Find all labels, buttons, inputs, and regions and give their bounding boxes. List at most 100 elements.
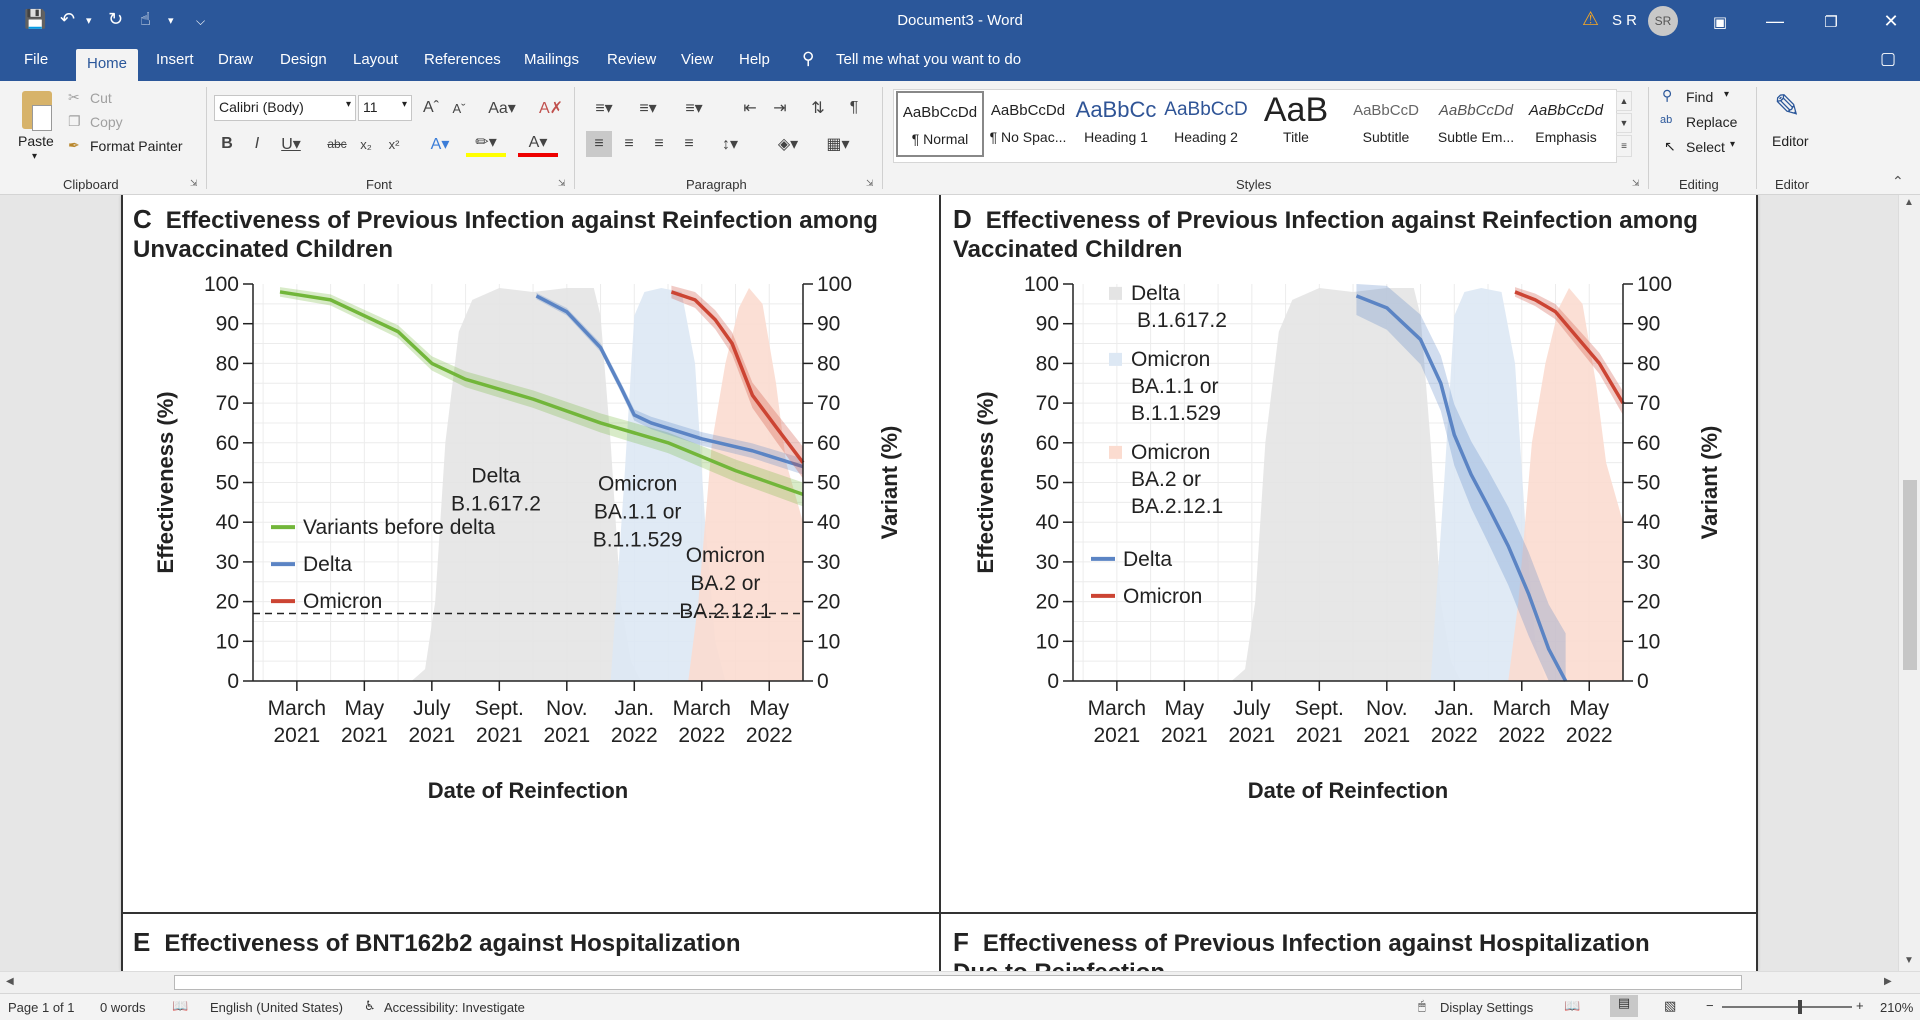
page-count[interactable]: Page 1 of 1 xyxy=(8,1000,75,1015)
undo-dropdown-icon[interactable]: ▾ xyxy=(86,15,92,27)
tab-mailings[interactable]: Mailings xyxy=(524,51,580,68)
format-painter-icon[interactable]: ✒ xyxy=(68,137,80,153)
underline-icon[interactable]: U▾ xyxy=(281,136,301,153)
user-name[interactable]: S R xyxy=(1612,12,1638,29)
vertical-scrollbar[interactable]: ▲ ▼ xyxy=(1898,195,1920,971)
tab-file[interactable]: File xyxy=(24,51,49,68)
find-icon[interactable]: ⚲ xyxy=(1662,87,1673,103)
numbering-icon[interactable]: ≡▾ xyxy=(639,100,657,117)
style-no-spacing[interactable]: AaBbCcDd ¶ No Spac... xyxy=(984,91,1072,157)
editor-icon[interactable]: ✎ xyxy=(1774,88,1801,124)
horizontal-scrollbar[interactable]: ◀ ▶ xyxy=(0,971,1920,993)
clipboard-launcher-icon[interactable]: ⇲ xyxy=(190,178,198,188)
shrink-font-icon[interactable]: Aˇ xyxy=(452,100,466,116)
style-subtle-emphasis[interactable]: AaBbCcDd Subtle Em... xyxy=(1432,91,1520,157)
tab-design[interactable]: Design xyxy=(280,51,327,68)
subscript-icon[interactable]: x₂ xyxy=(360,136,372,152)
italic-icon[interactable]: I xyxy=(254,135,260,152)
zoom-level[interactable]: 210% xyxy=(1880,1000,1914,1015)
zoom-slider-thumb[interactable] xyxy=(1798,1000,1802,1014)
replace-icon[interactable]: ab xyxy=(1660,114,1673,126)
avatar[interactable]: SR xyxy=(1648,6,1678,36)
superscript-icon[interactable]: x² xyxy=(388,136,400,152)
comments-icon[interactable]: ▢ xyxy=(1880,49,1897,68)
zoom-out-icon[interactable]: − xyxy=(1706,998,1714,1013)
show-formatting-icon[interactable]: ¶ xyxy=(849,99,859,116)
paste-button[interactable] xyxy=(16,89,56,137)
display-settings[interactable]: Display Settings xyxy=(1440,1000,1534,1015)
bullets-icon[interactable]: ≡▾ xyxy=(595,100,613,117)
select-icon[interactable]: ↖ xyxy=(1664,138,1676,154)
style-normal[interactable]: AaBbCcDd ¶ Normal xyxy=(896,91,984,157)
bold-icon[interactable]: B xyxy=(221,135,233,152)
read-mode-icon[interactable]: 📖 xyxy=(1564,998,1581,1013)
web-layout-icon[interactable]: ▧ xyxy=(1664,998,1677,1013)
horizontal-scroll-thumb[interactable] xyxy=(174,975,1742,990)
shading-icon[interactable]: ◈▾ xyxy=(777,136,799,153)
font-size-select[interactable]: 11 ▾ xyxy=(358,95,412,121)
zoom-slider[interactable] xyxy=(1722,1006,1852,1008)
paste-dropdown-icon[interactable]: ▾ xyxy=(32,151,38,162)
accessibility-icon[interactable]: ♿ xyxy=(364,998,376,1013)
language-status[interactable]: English (United States) xyxy=(210,1000,343,1015)
tab-view[interactable]: View xyxy=(681,51,714,68)
scroll-left-icon[interactable]: ◀ xyxy=(6,976,14,987)
style-subtitle[interactable]: AaBbCcD Subtitle xyxy=(1342,91,1430,157)
find-button[interactable]: Find xyxy=(1686,89,1714,105)
scroll-right-icon[interactable]: ▶ xyxy=(1884,976,1892,987)
align-center-icon[interactable]: ≡ xyxy=(624,135,634,152)
replace-button[interactable]: Replace xyxy=(1686,114,1738,130)
tab-layout[interactable]: Layout xyxy=(353,51,399,68)
tab-help[interactable]: Help xyxy=(739,51,770,68)
proofing-icon[interactable]: 📖 xyxy=(172,998,189,1013)
vertical-scroll-thumb[interactable] xyxy=(1903,480,1917,670)
select-dropdown-icon[interactable]: ▾ xyxy=(1730,139,1736,150)
align-right-icon[interactable]: ≡ xyxy=(654,135,664,152)
tab-review[interactable]: Review xyxy=(607,51,657,68)
tab-insert[interactable]: Insert xyxy=(156,51,194,68)
highlight-color-icon[interactable]: ✏▾ xyxy=(466,131,506,157)
tab-draw[interactable]: Draw xyxy=(218,51,254,68)
multilevel-list-icon[interactable]: ≡▾ xyxy=(685,100,703,117)
increase-indent-icon[interactable]: ⇥ xyxy=(773,100,787,117)
grow-font-icon[interactable]: Aˆ xyxy=(423,99,439,116)
align-left-icon[interactable]: ≡ xyxy=(586,131,612,157)
format-painter-button[interactable]: Format Painter xyxy=(90,138,183,154)
restore-icon[interactable]: ❐ xyxy=(1824,13,1838,31)
accessibility-status[interactable]: Accessibility: Investigate xyxy=(384,1000,525,1015)
select-button[interactable]: Select xyxy=(1686,139,1725,155)
styles-more-icon[interactable]: ≡ xyxy=(1616,135,1632,157)
touch-dropdown-icon[interactable]: ▾ xyxy=(168,15,174,27)
display-settings-icon[interactable]: 🖱 xyxy=(1418,998,1426,1013)
editor-button[interactable]: Editor xyxy=(1772,133,1809,149)
collapse-ribbon-icon[interactable]: ⌃ xyxy=(1892,173,1904,189)
justify-icon[interactable]: ≡ xyxy=(684,135,694,152)
find-dropdown-icon[interactable]: ▾ xyxy=(1724,89,1730,100)
scroll-up-icon[interactable]: ▲ xyxy=(1904,197,1914,208)
scroll-down-icon[interactable]: ▼ xyxy=(1904,955,1914,966)
styles-launcher-icon[interactable]: ⇲ xyxy=(1632,178,1640,188)
text-effects-icon[interactable]: A▾ xyxy=(430,136,450,153)
style-heading-1[interactable]: AaBbCc Heading 1 xyxy=(1072,91,1160,157)
font-color-icon[interactable]: A▾ xyxy=(518,131,558,157)
clear-formatting-icon[interactable]: A✗ xyxy=(538,100,564,117)
document-page[interactable]: C Effectiveness of Previous Infection aga… xyxy=(121,195,1758,971)
font-name-select[interactable]: Calibri (Body) ▾ xyxy=(214,95,356,121)
save-icon[interactable]: 💾 xyxy=(24,9,47,29)
tab-home[interactable]: Home xyxy=(76,49,139,81)
styles-scroll-down-icon[interactable]: ▼ xyxy=(1616,113,1632,133)
touch-mode-icon[interactable]: ☝ xyxy=(140,9,151,29)
style-heading-2[interactable]: AaBbCcD Heading 2 xyxy=(1162,91,1250,157)
zoom-in-icon[interactable]: + xyxy=(1856,998,1864,1013)
paragraph-launcher-icon[interactable]: ⇲ xyxy=(866,178,874,188)
close-icon[interactable]: ✕ xyxy=(1883,11,1899,31)
warning-icon[interactable]: ⚠ xyxy=(1582,9,1600,30)
styles-scroll-up-icon[interactable]: ▲ xyxy=(1616,91,1632,111)
print-layout-icon[interactable]: ▤ xyxy=(1610,995,1638,1017)
customize-quick-access-icon[interactable]: ⌵ xyxy=(196,14,206,28)
change-case-icon[interactable]: Aa▾ xyxy=(488,100,516,117)
sort-icon[interactable]: ⇅ xyxy=(811,100,825,117)
paste-label[interactable]: Paste xyxy=(18,133,54,149)
decrease-indent-icon[interactable]: ⇤ xyxy=(743,100,757,117)
redo-icon[interactable]: ↻ xyxy=(108,9,124,29)
